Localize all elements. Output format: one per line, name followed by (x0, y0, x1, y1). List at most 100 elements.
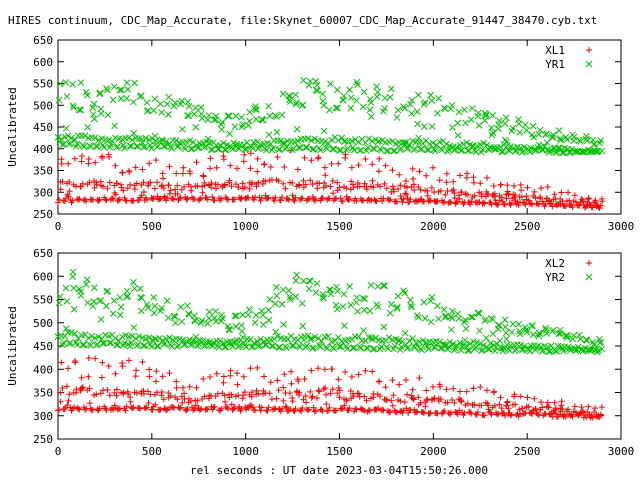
data-point (437, 396, 444, 403)
data-point (449, 340, 457, 348)
data-point (126, 168, 133, 175)
data-point (69, 80, 76, 88)
data-point (97, 296, 105, 304)
data-point (377, 393, 384, 400)
data-point (394, 292, 402, 300)
data-point (116, 294, 124, 301)
data-point (342, 368, 349, 375)
data-point (527, 144, 535, 152)
data-point (273, 283, 280, 291)
data-point (293, 271, 301, 279)
data-point (268, 396, 275, 403)
data-point (556, 135, 564, 143)
data-point (397, 398, 404, 405)
data-point (273, 292, 281, 300)
data-point (272, 328, 280, 336)
y-tick-label: 300 (33, 186, 53, 199)
data-point (127, 142, 135, 150)
data-point (358, 337, 366, 345)
y-tick-label: 400 (33, 143, 53, 156)
data-point (317, 146, 324, 154)
data-point (480, 199, 487, 206)
data-point (386, 197, 393, 204)
data-point (348, 373, 355, 380)
data-point (386, 409, 393, 416)
data-point (304, 332, 312, 340)
data-point (545, 404, 552, 411)
data-point (123, 403, 130, 410)
data-point (133, 390, 140, 397)
data-point (280, 321, 287, 328)
data-point (140, 390, 147, 397)
data-point (153, 342, 161, 350)
data-point (576, 202, 583, 209)
data-point (104, 386, 111, 393)
data-point (227, 372, 234, 379)
data-point (113, 392, 120, 399)
data-point (333, 407, 340, 414)
data-point (400, 196, 407, 203)
data-point (281, 164, 288, 171)
data-point (590, 140, 598, 148)
data-point (242, 343, 250, 351)
data-point (435, 95, 442, 102)
data-point (280, 180, 287, 187)
data-point (193, 159, 200, 166)
data-point (163, 297, 171, 305)
data-point (62, 325, 70, 332)
data-point (424, 192, 431, 199)
data-point (598, 147, 606, 155)
data-point (119, 363, 126, 370)
data-point (484, 345, 492, 353)
data-point (124, 85, 132, 93)
data-point (308, 394, 315, 401)
data-point (431, 344, 439, 351)
data-point (232, 112, 240, 120)
data-point (308, 367, 315, 374)
data-point (563, 332, 571, 340)
data-point (553, 406, 560, 413)
data-point (476, 327, 483, 335)
data-point (190, 407, 197, 414)
data-point (289, 342, 297, 349)
data-point (437, 383, 444, 390)
data-point (529, 201, 536, 208)
data-point (321, 138, 329, 146)
x-axis-label: rel seconds : UT date 2023-03-04T15:50:2… (190, 464, 488, 477)
data-point (367, 281, 375, 289)
data-point (239, 311, 247, 319)
data-point (201, 393, 208, 400)
data-point (229, 343, 236, 350)
lower-plot: 0 500 1000 1500 2000 2500 3000 250 300 350 400 450 5… (6, 247, 634, 458)
data-point (330, 190, 337, 197)
data-point (514, 410, 521, 417)
data-point (190, 110, 198, 118)
data-point (518, 187, 525, 194)
data-point (192, 317, 199, 325)
data-point (370, 184, 377, 191)
data-point (375, 168, 382, 175)
data-point (599, 198, 606, 205)
data-point (173, 384, 180, 391)
data-point (557, 330, 564, 337)
data-point (112, 370, 119, 377)
data-point (305, 285, 313, 293)
data-point (307, 388, 314, 395)
data-point (397, 192, 404, 199)
data-point (208, 180, 215, 187)
data-point (322, 172, 329, 179)
data-point (247, 365, 254, 372)
data-point (163, 100, 171, 108)
data-point (487, 409, 494, 416)
data-point (179, 170, 186, 177)
data-point (307, 137, 315, 144)
data-point (447, 409, 454, 416)
data-point (381, 282, 388, 290)
data-point (357, 344, 365, 352)
data-point (429, 139, 437, 147)
data-point (160, 396, 167, 403)
data-point (152, 157, 159, 164)
data-point (91, 284, 98, 291)
data-point (267, 163, 274, 170)
data-point (393, 305, 401, 312)
